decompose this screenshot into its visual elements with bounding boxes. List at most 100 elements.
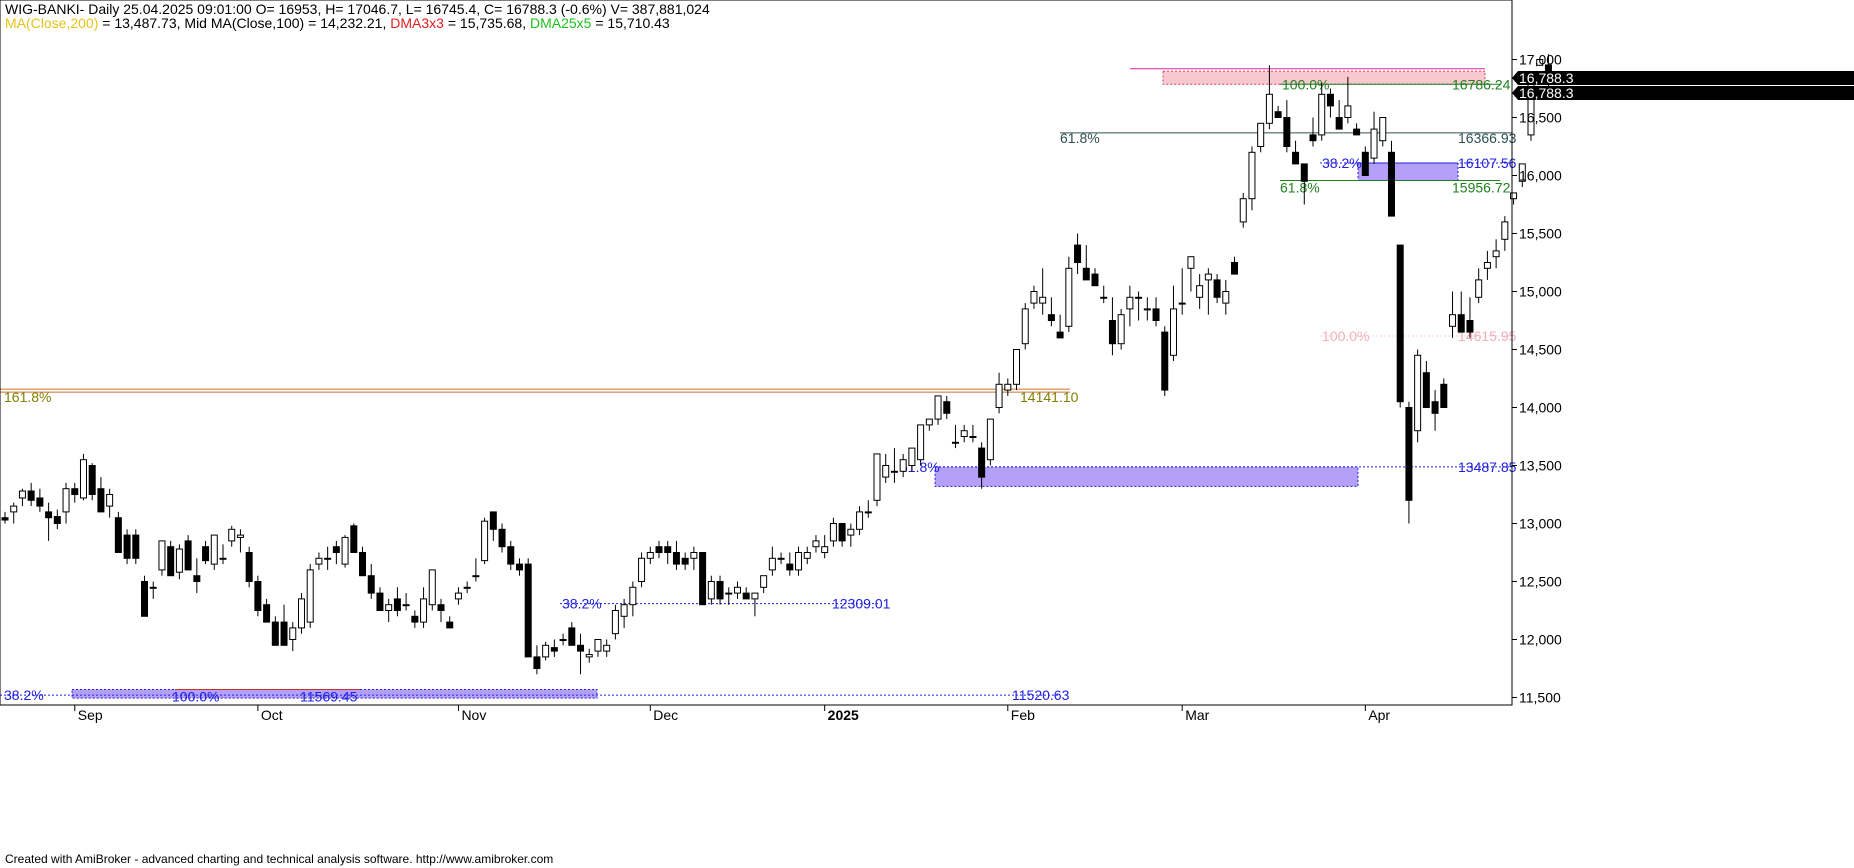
- candle: [847, 523, 855, 547]
- last-price-tag: [1512, 71, 1854, 86]
- x-tick-label: Sep: [78, 707, 103, 723]
- candle-body: [149, 586, 157, 589]
- candle-body: [297, 598, 305, 629]
- candle-body: [97, 488, 105, 513]
- candle: [1169, 285, 1177, 362]
- candle-body: [1100, 296, 1108, 299]
- candle-body: [219, 557, 227, 560]
- candle: [664, 540, 672, 565]
- candle-body: [289, 627, 297, 641]
- candle: [1231, 256, 1239, 275]
- candle: [1204, 268, 1212, 315]
- candle: [1475, 268, 1483, 304]
- candle: [1466, 297, 1474, 338]
- candle-body: [847, 528, 855, 536]
- level-value: 11520.63: [1012, 687, 1070, 703]
- level-value: 12309.01: [832, 596, 891, 612]
- candle: [454, 587, 462, 605]
- candle: [341, 535, 349, 568]
- candle-body: [1213, 279, 1221, 298]
- x-tick-label: Apr: [1368, 707, 1390, 723]
- candle-body: [655, 546, 663, 554]
- candle: [175, 544, 183, 580]
- candle: [1047, 297, 1055, 327]
- candle-body: [280, 621, 288, 646]
- candle: [890, 448, 898, 483]
- candle: [690, 546, 698, 570]
- candle: [1483, 250, 1491, 280]
- candle-body: [1, 517, 9, 521]
- y-tick-label: 16,000: [1519, 168, 1562, 184]
- candle: [707, 575, 715, 605]
- level-value: 13487.85: [1458, 459, 1517, 475]
- candle-body: [315, 557, 323, 565]
- candle: [1135, 291, 1143, 321]
- candle: [1178, 268, 1186, 315]
- candle-body: [1501, 221, 1509, 240]
- candle-body: [367, 575, 375, 594]
- candle: [367, 564, 375, 599]
- candle-body: [978, 447, 986, 478]
- candle-body: [71, 488, 79, 496]
- candle-body: [1449, 314, 1457, 327]
- candle-body: [1074, 244, 1082, 264]
- candle-body: [27, 490, 35, 501]
- candle-body: [1257, 122, 1265, 148]
- candle-body: [1335, 117, 1343, 130]
- candle: [123, 529, 131, 565]
- candle: [193, 558, 201, 594]
- candle: [79, 453, 87, 501]
- candle-body: [664, 546, 672, 554]
- candle: [254, 575, 262, 617]
- candle: [245, 546, 253, 588]
- candle: [550, 639, 558, 657]
- candle: [219, 544, 227, 565]
- x-tick-label: Nov: [461, 707, 486, 723]
- candle-body: [420, 598, 428, 623]
- candle-body: [969, 436, 977, 438]
- candle: [385, 598, 393, 623]
- candle-body: [271, 621, 279, 646]
- candle-body: [1222, 291, 1230, 304]
- candle: [289, 622, 297, 652]
- y-tick-label: 17,000: [1519, 52, 1562, 68]
- candle: [1300, 163, 1308, 205]
- candle-body: [620, 604, 628, 617]
- zone-mid: [934, 466, 1359, 487]
- zone-low: [71, 688, 598, 699]
- candle-body: [1152, 308, 1160, 321]
- candle: [507, 540, 515, 570]
- candle-body: [210, 534, 218, 565]
- candle-body: [1518, 163, 1526, 182]
- candle-body: [454, 592, 462, 600]
- candle-body: [550, 647, 558, 652]
- candle-body: [158, 540, 166, 571]
- candle-body: [507, 546, 515, 565]
- candle: [97, 477, 105, 513]
- candle-body: [306, 569, 314, 623]
- candle: [777, 552, 785, 565]
- candle: [672, 540, 680, 570]
- level-pct: 38.2%: [4, 687, 44, 703]
- candle: [838, 523, 846, 547]
- x-tick-label: 2025: [828, 707, 859, 723]
- candle-body: [577, 644, 585, 652]
- candle: [760, 575, 768, 594]
- candle-body: [1379, 117, 1387, 142]
- candle: [315, 552, 323, 570]
- candle: [1353, 123, 1361, 136]
- candle-body: [1353, 128, 1361, 136]
- candle-body: [376, 592, 384, 611]
- candle: [716, 575, 724, 605]
- candle-body: [385, 604, 393, 612]
- candle-body: [568, 627, 576, 646]
- candle-body: [53, 516, 61, 524]
- candle-body: [995, 383, 1003, 408]
- candle: [36, 488, 44, 512]
- candle-body: [193, 575, 201, 583]
- candle: [324, 546, 332, 570]
- candle-body: [1483, 262, 1491, 269]
- candle-body: [446, 621, 454, 629]
- candle: [908, 447, 916, 472]
